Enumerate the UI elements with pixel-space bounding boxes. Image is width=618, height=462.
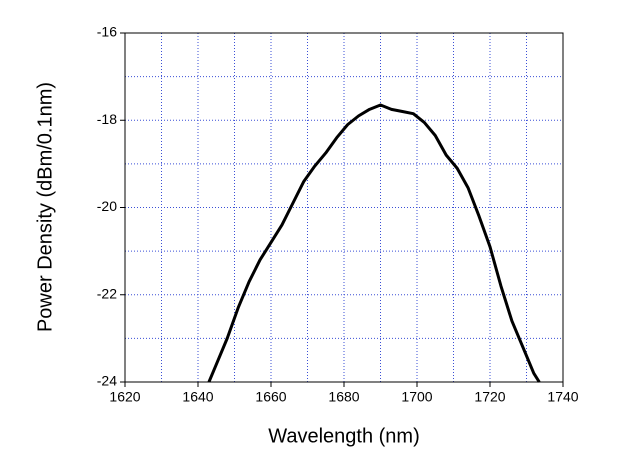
x-tick-label: 1640 [182,389,213,405]
y-tick-label: -18 [97,111,117,127]
x-axis-label: Wavelength (nm) [268,425,420,447]
x-tick-label: 1740 [547,389,578,405]
x-tick-label: 1700 [401,389,432,405]
y-tick-label: -16 [97,24,117,40]
y-tick-label: -22 [97,285,117,301]
x-tick-label: 1620 [109,389,140,405]
y-tick-label: -20 [97,198,117,214]
x-tick-label: 1680 [328,389,359,405]
y-tick-label: -24 [97,373,117,389]
x-tick-label: 1660 [255,389,286,405]
data-line [207,103,541,383]
y-axis-label: Power Density (dBm/0.1nm) [34,82,56,332]
x-tick-label: 1720 [474,389,505,405]
